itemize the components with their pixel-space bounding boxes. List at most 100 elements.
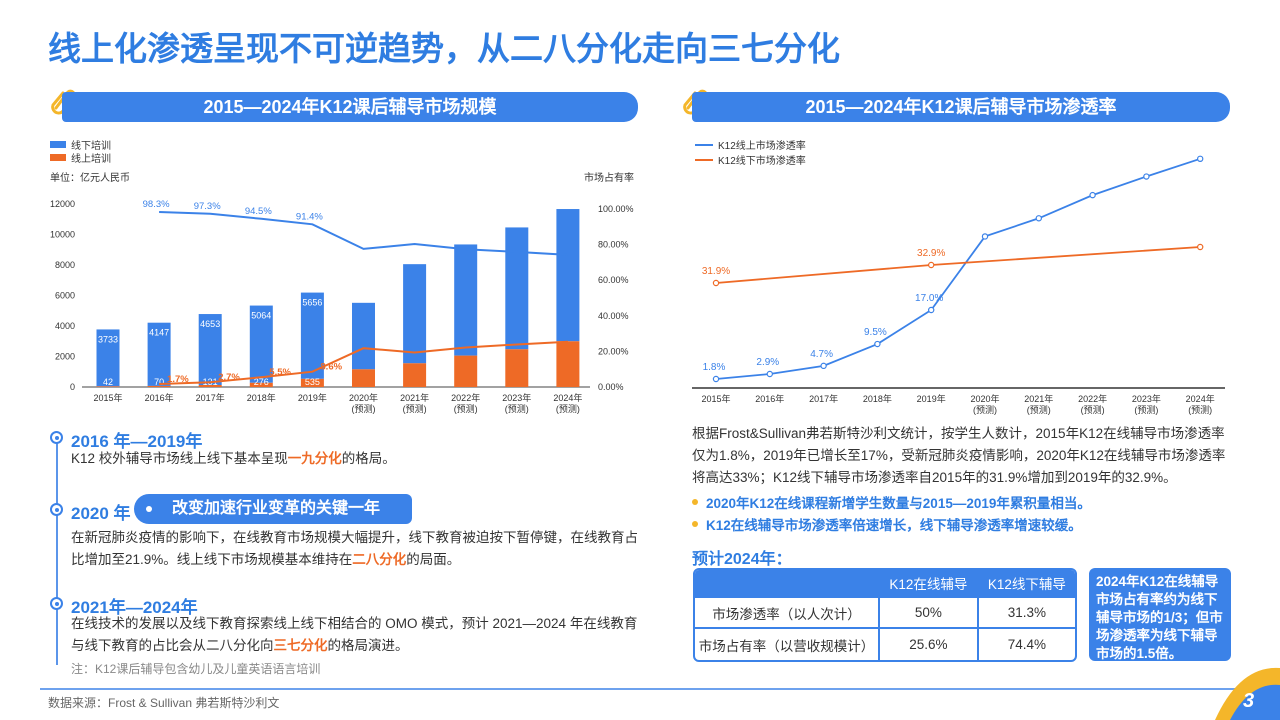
online-share-line <box>159 340 568 385</box>
bar-offline <box>198 314 222 386</box>
online-share-label: 2.7% <box>218 372 240 383</box>
x-tick-label: 2022年 <box>451 392 480 403</box>
table-header-row: K12在线辅导 K12线下辅导 <box>695 570 1075 598</box>
bar-online <box>505 349 529 387</box>
bar-label-offline: 4147 <box>149 328 169 338</box>
x-tick-label: (预测) <box>1134 405 1158 415</box>
legend-online: 线上培训 <box>50 150 111 165</box>
y2-tick-label: 0.00% <box>598 382 624 392</box>
offline-share-label: 97.3% <box>194 201 221 212</box>
table-cell: 市场渗透率（以人次计） <box>695 598 880 629</box>
x-tick-label: 2024年 <box>553 392 582 403</box>
bar-online <box>96 386 120 387</box>
bar-label-offline: 4653 <box>200 319 220 329</box>
offline-rate-point <box>712 279 720 287</box>
x-tick-label: 2023年 <box>1132 393 1161 404</box>
y2-tick-label: 60.00% <box>598 275 629 285</box>
x-tick-label: (预测) <box>1188 405 1212 415</box>
bar-online <box>249 382 273 387</box>
y2-tick-label: 100.00% <box>598 204 634 214</box>
y-tick-label: 8000 <box>55 260 75 270</box>
forecast-table: K12在线辅导 K12线下辅导 市场渗透率（以人次计） 50% 31.3% 市场占有率… <box>693 568 1077 662</box>
bar-label-offline: 5064 <box>251 311 271 321</box>
x-tick-label: (预测) <box>403 404 427 414</box>
online-rate-point <box>766 370 774 378</box>
timeline-dot <box>50 503 63 516</box>
y-tick-label: 10000 <box>50 230 75 240</box>
table-row: 市场占有率（以营收规模计） 25.6% 74.4% <box>695 629 1075 660</box>
bar-offline <box>96 329 120 387</box>
callout-box: 2024年K12在线辅导市场占有率约为线下辅导市场的1/3；但市场渗透率为线下辅… <box>1089 568 1231 661</box>
legend-offline: 线下培训 <box>50 137 111 152</box>
bar-offline <box>505 227 529 350</box>
x-tick-label: 2020年 <box>349 392 378 403</box>
bar-online <box>300 378 324 387</box>
table-cell: 74.4% <box>1007 637 1046 652</box>
bar-online <box>556 341 580 387</box>
legend-line <box>695 158 713 161</box>
x-tick-label: 2015年 <box>701 393 730 404</box>
footer-divider <box>40 688 1240 690</box>
y-tick-label: 2000 <box>55 352 75 362</box>
y-tick-label: 12000 <box>50 199 75 209</box>
online-rate-label: 4.7% <box>810 349 833 360</box>
x-tick-label: 2017年 <box>809 393 838 404</box>
x-tick-label: 2018年 <box>863 393 892 404</box>
y2-tick-label: 40.00% <box>598 311 629 321</box>
footnote: 注：K12课后辅导包含幼儿及儿童英语语言培训 <box>71 662 321 676</box>
y-tick-label: 6000 <box>55 291 75 301</box>
left-section-header: 2015—2024年K12课后辅导市场规模 <box>62 92 638 122</box>
offline-share-line <box>159 211 568 256</box>
table-header <box>695 570 880 598</box>
online-rate-line <box>715 157 1201 380</box>
bar-label-offline: 5656 <box>302 298 322 308</box>
bar-label-offline: 3733 <box>98 334 118 344</box>
bar-label-online: 70 <box>154 377 164 387</box>
online-rate-point <box>1035 215 1042 222</box>
x-tick-label: 2021年 <box>1024 393 1053 404</box>
online-share-label: 1.7% <box>167 374 189 385</box>
x-tick-label: 2021年 <box>400 392 429 403</box>
online-rate-point <box>927 306 935 314</box>
x-tick-label: 2017年 <box>196 392 225 403</box>
bar-online <box>147 385 171 387</box>
offline-rate-point <box>927 261 935 269</box>
legend-swatch <box>50 141 66 148</box>
online-rate-label: 9.5% <box>864 327 887 338</box>
timeline-heading: 2020 年 <box>71 504 131 523</box>
penetration-rate-chart: 2015年 2016年 2017年 2018年 2019年 2020年(预测)2021年(… <box>692 155 1225 415</box>
legend-label: 线下培训 <box>71 141 111 152</box>
bar-online <box>198 385 222 387</box>
x-tick-label: 2019年 <box>917 393 946 404</box>
table-cell: 市场占有率（以营收规模计） <box>695 629 880 660</box>
online-share-label: 5.5% <box>269 367 291 378</box>
online-rate-point <box>1197 155 1204 163</box>
table-cell: 31.3% <box>978 598 1075 629</box>
bar-label-online: 535 <box>305 377 320 387</box>
offline-share-label: 91.4% <box>296 211 323 222</box>
legend-swatch <box>50 154 66 161</box>
x-tick-label: (预测) <box>973 405 997 415</box>
table-header: K12在线辅导 <box>880 570 979 598</box>
online-rate-label: 17.0% <box>915 293 943 304</box>
timeline-text: K12 校外辅导市场线上线下基本呈现一九分化的格局。 <box>71 451 396 466</box>
legend-label: 线上培训 <box>71 154 111 165</box>
bar-offline <box>403 264 427 364</box>
timeline-dot <box>50 597 63 610</box>
bar-offline <box>556 209 580 342</box>
bar-offline <box>300 292 324 379</box>
bar-label-online: 42 <box>103 377 113 387</box>
x-tick-label: 2018年 <box>247 392 276 403</box>
bullet-item: K12在线辅导市场渗透率倍速增长，线下辅导渗透率增速较缓。 <box>692 514 1082 534</box>
x-tick-label: 2016年 <box>145 392 174 403</box>
bar-offline <box>249 305 273 383</box>
right-axis-title: 市场占有率 <box>584 173 634 184</box>
page-corner-decoration <box>1215 667 1280 720</box>
key-year-pill: 改变加速行业变革的关键一年 <box>134 494 412 524</box>
table-row: 市场渗透率（以人次计） 50% 31.3% <box>695 598 1075 629</box>
page-title: 线上化渗透呈现不可逆趋势，从二八分化走向三七分化 <box>48 30 840 67</box>
bullet-dot-icon <box>692 521 698 527</box>
online-rate-point <box>981 233 989 240</box>
unit-label: 单位：亿元人民币 <box>50 173 130 184</box>
y-tick-label: 0 <box>70 382 75 392</box>
